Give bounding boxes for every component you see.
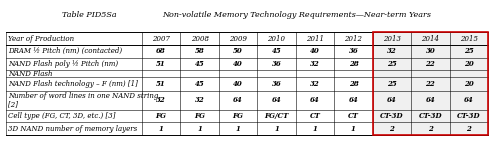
Text: 2014: 2014 <box>421 35 439 43</box>
Text: 64: 64 <box>310 96 320 104</box>
Text: 28: 28 <box>349 60 358 68</box>
Text: 2011: 2011 <box>306 35 324 43</box>
Text: CT-3D: CT-3D <box>380 112 404 120</box>
Text: 2009: 2009 <box>229 35 247 43</box>
Text: 45: 45 <box>272 47 282 55</box>
Text: 2010: 2010 <box>267 35 286 43</box>
Text: 1: 1 <box>236 125 241 133</box>
Text: 2: 2 <box>428 125 433 133</box>
Text: Year of Production: Year of Production <box>8 35 74 43</box>
Text: 58: 58 <box>195 47 205 55</box>
Text: 51: 51 <box>156 80 166 88</box>
Text: 64: 64 <box>349 96 358 104</box>
Text: 36: 36 <box>272 60 282 68</box>
Text: 1: 1 <box>351 125 356 133</box>
Text: 2007: 2007 <box>152 35 170 43</box>
Text: 22: 22 <box>425 80 435 88</box>
Text: Number of word lines in one NAND string
[2]: Number of word lines in one NAND string … <box>8 92 158 109</box>
Text: 2008: 2008 <box>191 35 208 43</box>
Text: NAND Flash technology – F (nm) [1]: NAND Flash technology – F (nm) [1] <box>8 80 138 88</box>
Text: 32: 32 <box>156 96 166 104</box>
Text: 2: 2 <box>389 125 394 133</box>
Text: 25: 25 <box>387 60 397 68</box>
Text: 28: 28 <box>349 80 358 88</box>
Text: 64: 64 <box>272 96 282 104</box>
Text: Table PID5Sa: Table PID5Sa <box>62 11 116 19</box>
Text: 2013: 2013 <box>383 35 401 43</box>
Text: 30: 30 <box>425 47 435 55</box>
Bar <box>450 32 488 135</box>
Text: CT-3D: CT-3D <box>418 112 442 120</box>
Text: CT: CT <box>310 112 321 120</box>
Bar <box>411 32 450 135</box>
Text: 64: 64 <box>464 96 474 104</box>
Text: NAND Flash poly ½ Pitch (nm): NAND Flash poly ½ Pitch (nm) <box>8 60 118 68</box>
Text: 68: 68 <box>156 47 166 55</box>
Text: CT: CT <box>348 112 359 120</box>
Text: 50: 50 <box>233 47 243 55</box>
Text: 64: 64 <box>233 96 243 104</box>
Text: 1: 1 <box>274 125 279 133</box>
Text: 2015: 2015 <box>460 35 478 43</box>
Text: Cell type (FG, CT, 3D, etc.) [3]: Cell type (FG, CT, 3D, etc.) [3] <box>8 112 116 120</box>
Text: 25: 25 <box>464 47 474 55</box>
Text: 32: 32 <box>310 60 320 68</box>
Text: 40: 40 <box>233 80 243 88</box>
Text: 40: 40 <box>310 47 320 55</box>
Bar <box>372 32 411 135</box>
Text: FG/CT: FG/CT <box>264 112 288 120</box>
Text: 22: 22 <box>425 60 435 68</box>
Text: 51: 51 <box>156 60 166 68</box>
Text: 1: 1 <box>159 125 164 133</box>
Text: 45: 45 <box>195 60 205 68</box>
Text: 2: 2 <box>466 125 471 133</box>
Text: 25: 25 <box>387 80 397 88</box>
Text: 1: 1 <box>313 125 318 133</box>
Text: 20: 20 <box>464 60 474 68</box>
Text: CT-3D: CT-3D <box>457 112 481 120</box>
Text: 32: 32 <box>387 47 397 55</box>
Text: 36: 36 <box>349 47 358 55</box>
Text: Non-volatile Memory Technology Requirements—Near-term Years: Non-volatile Memory Technology Requireme… <box>162 11 431 19</box>
Text: 40: 40 <box>233 60 243 68</box>
Bar <box>372 32 488 135</box>
Text: 64: 64 <box>425 96 435 104</box>
Text: 2012: 2012 <box>344 35 363 43</box>
Text: 20: 20 <box>464 80 474 88</box>
Text: FG: FG <box>194 112 205 120</box>
Text: 32: 32 <box>310 80 320 88</box>
Text: 32: 32 <box>195 96 205 104</box>
Text: 3D NAND number of memory layers: 3D NAND number of memory layers <box>8 125 137 133</box>
Text: DRAM ½ Pitch (nm) (contacted): DRAM ½ Pitch (nm) (contacted) <box>8 47 122 55</box>
Text: 1: 1 <box>197 125 202 133</box>
Text: NAND Flash: NAND Flash <box>8 70 52 78</box>
Text: FG: FG <box>233 112 244 120</box>
Text: 45: 45 <box>195 80 205 88</box>
Text: FG: FG <box>156 112 166 120</box>
Text: 36: 36 <box>272 80 282 88</box>
Text: 64: 64 <box>387 96 397 104</box>
